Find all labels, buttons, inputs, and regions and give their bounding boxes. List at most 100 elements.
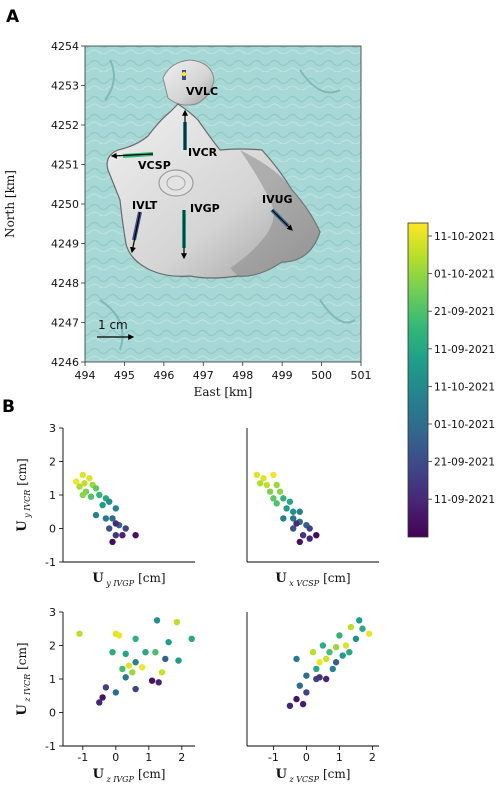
scatter-point [286,498,294,505]
scatter-point [273,500,280,507]
x-tick-label: 1 [145,751,152,764]
scatter-point [153,617,161,624]
scatter-point [122,525,129,532]
scatter-point [112,532,120,539]
colorbar-tick-label: 11-09-2021 [434,344,495,356]
y-axis-label: U y IVCR[cm] [15,458,32,532]
scatter-point [299,700,307,708]
scatter-point [266,488,274,495]
colorbar-tick-label: 01-10-2021 [434,419,495,431]
station-label-ivcr: IVCR [188,146,218,159]
scatter-point [316,674,323,681]
y-tick-label: 3 [49,606,56,619]
station-label-ivlt: IVLT [132,199,158,212]
scatter-point [323,675,330,683]
fossa-crater-rim [166,175,186,191]
map-x-tick-label: 495 [114,369,135,382]
colorbar-gradient [407,222,429,538]
scatter-point [79,491,87,499]
ivug-arrow-head [271,209,293,231]
scatter-point [152,649,159,656]
map-y-tick-label: 4250 [51,198,79,211]
scatter-point [313,665,320,673]
station-label-ivgp: IVGP [190,202,220,215]
scatter-point [79,471,87,479]
scatter-point [132,635,139,642]
scatter-point [332,643,340,651]
scatter-point [293,655,300,663]
y-tick-label: 0 [49,707,56,720]
scatter-point [173,618,181,626]
scatter-point [76,630,83,637]
scatter-point [270,471,277,479]
scatter-point [365,630,373,637]
scatter-point [132,532,139,539]
scatter-point [112,520,120,527]
scatter-point [276,488,284,495]
map-y-axis-label: North [km] [3,170,17,238]
vulcanello-islet [162,59,215,106]
scatter-point [122,650,129,658]
scatter-point [165,638,172,646]
scatter-point [257,480,264,487]
station-label-vvlc: VVLC [186,85,218,98]
map-x-tick-label: 501 [351,369,372,382]
scatter-point [109,649,116,656]
scatter-point [92,485,100,492]
colorbar-tick-label: 11-10-2021 [434,231,495,243]
colorbar-tick-label: 21-09-2021 [434,457,495,469]
panel-label-a: A [6,7,20,27]
scatter-point [175,657,182,664]
scatter-point [139,664,146,671]
scatter-point [125,662,133,669]
map-panel: 494 495 496 497 498 499 500 501 424642474248424… [3,40,372,399]
scatter-panel-uy-ivgp-vs-uy-ivcr: -1 0 1 2 3 U y IVGP [cm] U y IVCR[cm] [15,422,195,588]
scatter-point [293,520,300,527]
ivlt-arrow-head [129,211,141,254]
station-label-ivug: IVUG [262,193,293,206]
scale-label: 1 cm [98,318,128,332]
scatter-point [347,623,355,631]
colorbar-tick-label: 11-09-2021 [434,494,495,506]
map-x-tick-label: 500 [311,369,332,382]
scatter-point [336,632,343,639]
y-tick-label: 3 [49,422,56,435]
map-x-tick-label: 497 [193,369,214,382]
scatter-point [280,515,287,522]
scatter-point [102,684,110,691]
scatter-point [99,501,106,509]
x-tick-label: -1 [268,751,279,764]
scatter-point [115,632,123,639]
scatter-point [119,665,126,673]
map-y-tick-label: 4252 [51,119,79,132]
scatter-panel-uz-vcsp-vs-uz-ivcr: -1 0 1 2 U z VCSP [cm] [246,612,379,784]
scatter-point [162,655,169,663]
scatter-point [332,659,340,666]
scatter-point [86,475,93,482]
scatter-point [92,511,100,519]
scatter-point [109,538,116,546]
scatter-point [96,491,103,499]
x-axis-label: U z VCSP [cm] [276,767,351,784]
scatter-point [273,481,280,489]
map-x-axis-label: East [km] [194,385,253,399]
vcsp-arrow-head [110,152,154,159]
scatter-point [359,625,366,632]
scatter-point [290,515,297,522]
station-label-vcsp: VCSP [138,159,171,172]
scatter-point [293,695,300,703]
scatter-point [106,498,113,505]
scatter-point [260,475,267,482]
map-x-tick-label: 496 [153,369,174,382]
scatter-point [339,652,346,659]
scatter-point [270,495,277,502]
seafloor-relief [99,59,356,351]
scatter-point [148,677,156,684]
x-axis-label: U x VCSP [cm] [275,571,350,588]
scatter-point [155,679,162,686]
colorbar-tick-label: 21-09-2021 [434,306,495,318]
scatter-point [326,649,333,656]
map-y-tick-label: 4254 [51,40,79,53]
x-tick-label: 1 [336,751,343,764]
scatter-point [280,495,287,502]
